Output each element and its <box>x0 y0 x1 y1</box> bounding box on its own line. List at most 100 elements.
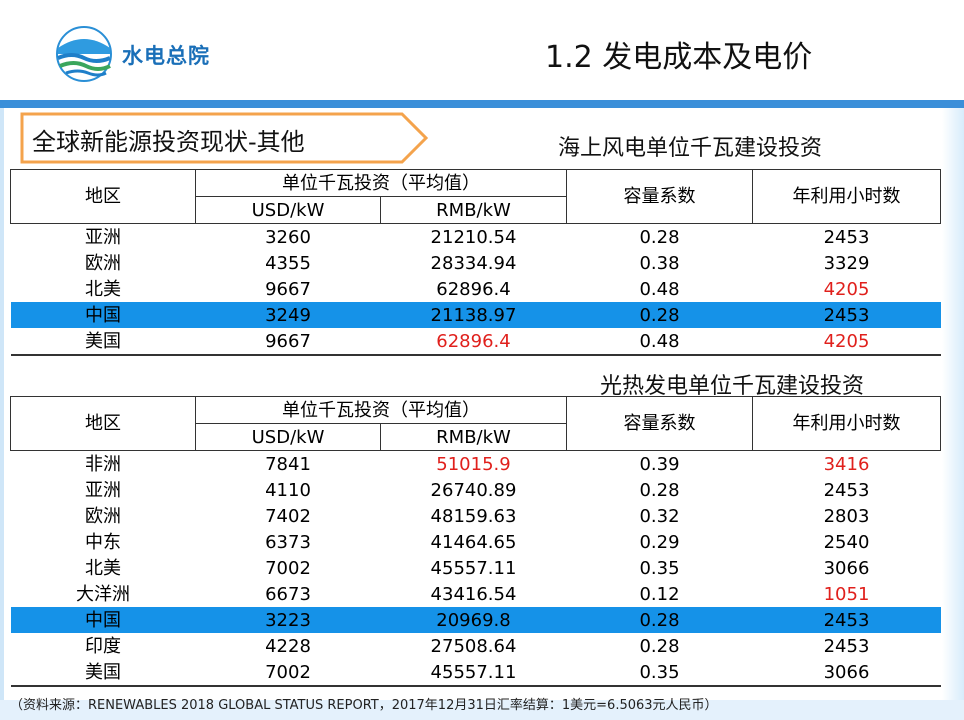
cell-region: 大洋洲 <box>76 583 130 605</box>
header-capacity-factor: 容量系数 <box>566 396 753 451</box>
cell-region: 北美 <box>85 557 121 579</box>
cell-capacity: 0.28 <box>566 607 753 633</box>
right-decor-stripe <box>942 108 964 700</box>
cell-usd: 7002 <box>265 557 311 579</box>
logo-text: 水电总院 <box>122 44 210 68</box>
cell-capacity: 0.28 <box>639 479 680 501</box>
cell-region: 中东 <box>85 531 121 553</box>
cell-capacity: 0.32 <box>639 505 680 527</box>
cell-usd: 9667 <box>265 330 311 352</box>
header-usd-per-kw: USD/kW <box>195 423 381 451</box>
cell-usd: 9667 <box>265 278 311 300</box>
cell-rmb: 51015.9 <box>436 453 511 475</box>
cell-capacity: 0.48 <box>639 278 680 300</box>
table-row: 欧洲 4355 28334.94 0.38 3329 <box>11 250 941 276</box>
cell-rmb: 21138.97 <box>380 302 567 328</box>
cell-usd: 6373 <box>265 531 311 553</box>
cell-usd: 3249 <box>195 302 381 328</box>
cell-hours: 3416 <box>823 453 870 475</box>
cell-hours: 2453 <box>823 226 870 248</box>
cell-usd: 7002 <box>265 661 311 683</box>
header-rmb-per-kw: RMB/kW <box>380 423 567 451</box>
table-row: 欧洲 7402 48159.63 0.32 2803 <box>11 503 941 529</box>
cell-capacity: 0.28 <box>639 226 680 248</box>
cell-rmb: 62896.4 <box>436 330 511 352</box>
left-decor-stripe <box>0 108 4 700</box>
cell-hours: 2803 <box>823 505 870 527</box>
table-row: 中东 6373 41464.65 0.29 2540 <box>11 529 941 555</box>
table-row: 美国 7002 45557.11 0.35 3066 <box>11 659 941 686</box>
cell-region: 欧洲 <box>85 505 121 527</box>
cell-hours: 3329 <box>823 252 870 274</box>
cell-capacity: 0.29 <box>639 531 680 553</box>
creei-logo-icon <box>56 26 112 82</box>
cell-usd: 3260 <box>265 226 311 248</box>
cell-region: 美国 <box>85 330 121 352</box>
offshore-wind-table-title: 海上风电单位千瓦建设投资 <box>558 136 823 161</box>
cell-hours: 2453 <box>823 635 870 657</box>
cell-usd: 4110 <box>265 479 311 501</box>
cell-region: 印度 <box>85 635 121 657</box>
cell-capacity: 0.38 <box>639 252 680 274</box>
cell-rmb: 45557.11 <box>430 661 517 683</box>
cell-capacity: 0.28 <box>639 635 680 657</box>
cell-usd: 7841 <box>265 453 311 475</box>
table-row: 非洲 7841 51015.9 0.39 3416 <box>11 451 941 478</box>
table-row: 北美 9667 62896.4 0.48 4205 <box>11 276 941 302</box>
header-investment: 单位千瓦投资（平均值） <box>195 396 567 424</box>
csp-table: 地区 单位千瓦投资（平均值） 容量系数 年利用小时数 USD/kW RMB/kW… <box>10 396 941 687</box>
cell-region: 美国 <box>85 661 121 683</box>
cell-usd: 4228 <box>265 635 311 657</box>
header-capacity-factor: 容量系数 <box>566 169 753 224</box>
cell-rmb: 21210.54 <box>430 226 517 248</box>
table-row: 亚洲 3260 21210.54 0.28 2453 <box>11 224 941 251</box>
header-annual-hours: 年利用小时数 <box>752 396 941 451</box>
cell-region: 中国 <box>10 302 196 328</box>
cell-hours: 3066 <box>823 661 870 683</box>
cell-rmb: 48159.63 <box>430 505 517 527</box>
section-arrow-icon <box>20 112 429 164</box>
table-row: 印度 4228 27508.64 0.28 2453 <box>11 633 941 659</box>
section-label: 全球新能源投资现状-其他 <box>32 128 305 156</box>
cell-hours: 2453 <box>752 302 941 328</box>
table-row: 大洋洲 6673 43416.54 0.12 1051 <box>11 581 941 607</box>
cell-rmb: 20969.8 <box>380 607 567 633</box>
cell-region: 非洲 <box>85 453 121 475</box>
cell-capacity: 0.35 <box>639 661 680 683</box>
cell-hours: 3066 <box>823 557 870 579</box>
cell-rmb: 41464.65 <box>430 531 517 553</box>
cell-rmb: 26740.89 <box>430 479 517 501</box>
table-row: 亚洲 4110 26740.89 0.28 2453 <box>11 477 941 503</box>
section-tag: 全球新能源投资现状-其他 <box>20 110 429 164</box>
cell-region: 欧洲 <box>85 252 121 274</box>
cell-region: 中国 <box>10 607 196 633</box>
source-note: （资料来源：RENEWABLES 2018 GLOBAL STATUS REPO… <box>10 698 718 713</box>
cell-hours: 2453 <box>752 607 941 633</box>
cell-rmb: 43416.54 <box>430 583 517 605</box>
cell-usd: 7402 <box>265 505 311 527</box>
cell-usd: 4355 <box>265 252 311 274</box>
cell-region: 北美 <box>85 278 121 300</box>
cell-capacity: 0.48 <box>639 330 680 352</box>
header-region: 地区 <box>10 396 196 451</box>
header-region: 地区 <box>10 169 196 224</box>
cell-hours: 1051 <box>823 583 870 605</box>
cell-hours: 4205 <box>823 330 870 352</box>
cell-usd: 3223 <box>195 607 381 633</box>
header-annual-hours: 年利用小时数 <box>752 169 941 224</box>
cell-capacity: 0.28 <box>566 302 753 328</box>
slide-header: 水电总院 1.2 发电成本及电价 <box>0 0 964 100</box>
header-investment: 单位千瓦投资（平均值） <box>195 169 567 197</box>
cell-rmb: 62896.4 <box>436 278 511 300</box>
cell-region: 亚洲 <box>85 479 121 501</box>
header-usd-per-kw: USD/kW <box>195 196 381 224</box>
cell-hours: 2540 <box>823 531 870 553</box>
cell-rmb: 45557.11 <box>430 557 517 579</box>
header-divider <box>0 100 964 108</box>
table-row-highlighted: 中国 3223 20969.8 0.28 2453 <box>10 607 941 633</box>
header-rmb-per-kw: RMB/kW <box>380 196 567 224</box>
cell-rmb: 28334.94 <box>430 252 517 274</box>
cell-region: 亚洲 <box>85 226 121 248</box>
offshore-wind-table: 地区 单位千瓦投资（平均值） 容量系数 年利用小时数 USD/kW RMB/kW… <box>10 169 941 356</box>
